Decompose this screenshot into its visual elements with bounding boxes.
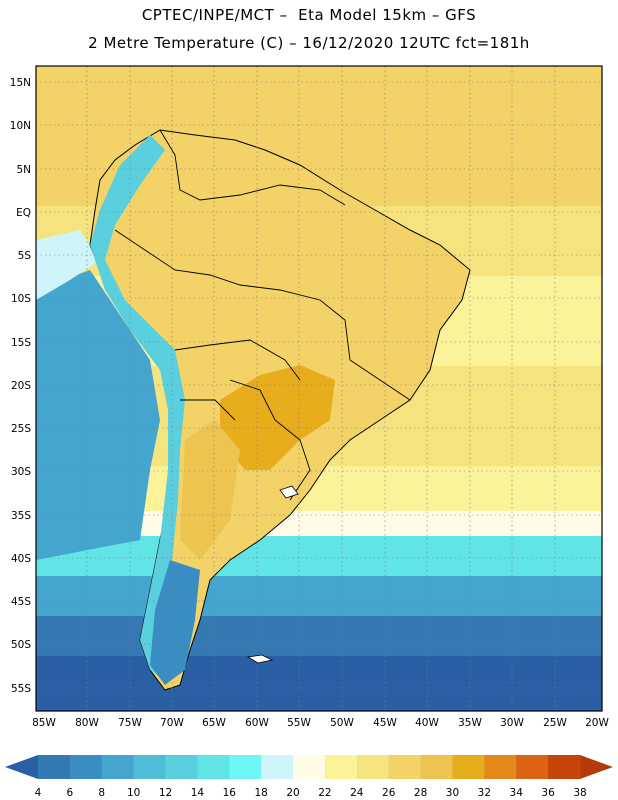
lon-label: 20W (585, 717, 609, 729)
colorbar-tick-label: 22 (318, 787, 331, 799)
colorbar-swatch (229, 755, 262, 779)
colorbar-swatch (452, 755, 485, 779)
colorbar-swatch (133, 755, 167, 779)
lat-label: 50S (11, 639, 31, 651)
colorbar-right-arrow (580, 755, 613, 779)
colorbar: 4 6 8 10 12 14 16 18 20 22 24 26 28 30 32 34 36 38 (5, 755, 613, 799)
pacific-mild-patch (36, 230, 100, 300)
ocean-band-south2 (36, 576, 602, 616)
colorbar-swatch (548, 755, 581, 779)
lat-label: 10S (11, 293, 31, 305)
lat-label: 25S (11, 423, 31, 435)
lat-label: EQ (16, 207, 31, 219)
map-title-line-1: CPTEC/INPE/MCT – Eta Model 15km – GFS (141, 6, 477, 24)
falkland-islands (246, 654, 274, 664)
lat-label: 15S (11, 337, 31, 349)
colorbar-tick-label: 34 (510, 787, 524, 799)
ocean-band-south4 (36, 656, 602, 711)
map-title-line-2: 2 Metre Temperature (C) – 16/12/2020 12U… (88, 34, 530, 52)
colorbar-tick-label: 36 (541, 787, 555, 799)
colorbar-tick-label: 38 (573, 787, 586, 799)
colorbar-swatch (516, 755, 549, 779)
latitude-labels: 15N 10N 5N EQ 5S 10S 15S 20S 25S 30S 35S… (10, 77, 32, 695)
colorbar-swatch (484, 755, 517, 779)
country-borders (114, 129, 411, 501)
colorbar-swatch (356, 755, 390, 779)
lon-label: 40W (415, 717, 439, 729)
colorbar-swatch (165, 755, 198, 779)
colorbar-tick-label: 18 (254, 787, 267, 799)
colorbar-tick-label: 30 (446, 787, 459, 799)
lat-label: 55S (11, 683, 31, 695)
lon-label: 75W (118, 717, 142, 729)
patagonia-cold (150, 560, 200, 685)
colorbar-tick-label: 28 (414, 787, 427, 799)
colorbar-tick-label: 24 (350, 787, 364, 799)
colorbar-swatch (420, 755, 453, 779)
colorbar-tick-label: 20 (286, 787, 299, 799)
lon-label: 70W (160, 717, 184, 729)
ocean-band-south3 (36, 616, 602, 656)
lat-label: 5S (18, 250, 32, 262)
colorbar-tick-label: 26 (382, 787, 396, 799)
lon-label: 55W (287, 717, 311, 729)
lat-label: 20S (11, 380, 31, 392)
andes-cold-strip (90, 135, 185, 680)
colorbar-tick-label: 32 (478, 787, 491, 799)
colorbar-swatch (261, 755, 294, 779)
colorbar-swatch (293, 755, 326, 779)
colorbar-swatch (38, 755, 71, 779)
argentina-warm-zone (180, 420, 240, 560)
colorbar-tick-label: 14 (191, 787, 205, 799)
lon-label: 80W (75, 717, 99, 729)
pacific-cool-tongue (36, 270, 160, 560)
colorbar-swatch (388, 755, 422, 779)
lon-label: 60W (245, 717, 269, 729)
lat-label: 10N (10, 120, 31, 132)
lat-label: 45S (11, 596, 31, 608)
lon-label: 85W (32, 717, 56, 729)
lon-label: 30W (500, 717, 524, 729)
lon-label: 50W (330, 717, 354, 729)
colorbar-tick-label: 4 (35, 787, 42, 799)
lon-label: 45W (373, 717, 397, 729)
lat-label: 40S (11, 553, 31, 565)
lagoon-dos-patos (279, 485, 299, 499)
longitude-labels: 85W 80W 75W 70W 65W 60W 55W 50W 45W 40W … (32, 717, 609, 729)
colorbar-swatch (101, 755, 135, 779)
lat-label: 35S (11, 510, 31, 522)
colorbar-swatch (69, 755, 103, 779)
lon-label: 35W (458, 717, 482, 729)
map-frame (35, 65, 603, 712)
ocean-band-south1 (36, 536, 602, 576)
colorbar-tick-label: 10 (127, 787, 140, 799)
hot-core-paraguay (220, 365, 335, 470)
colorbar-swatch (324, 755, 358, 779)
temperature-field (36, 66, 602, 711)
lat-label: 5N (16, 164, 31, 176)
colorbar-tick-label: 8 (98, 787, 105, 799)
lat-label: 15N (10, 77, 31, 89)
lat-label: 30S (11, 466, 31, 478)
lon-label: 65W (202, 717, 226, 729)
colorbar-swatch (197, 755, 230, 779)
colorbar-tick-label: 6 (67, 787, 74, 799)
colorbar-tick-label: 12 (159, 787, 172, 799)
colorbar-left-arrow (5, 755, 38, 779)
lon-label: 25W (543, 717, 567, 729)
colorbar-tick-label: 16 (223, 787, 237, 799)
